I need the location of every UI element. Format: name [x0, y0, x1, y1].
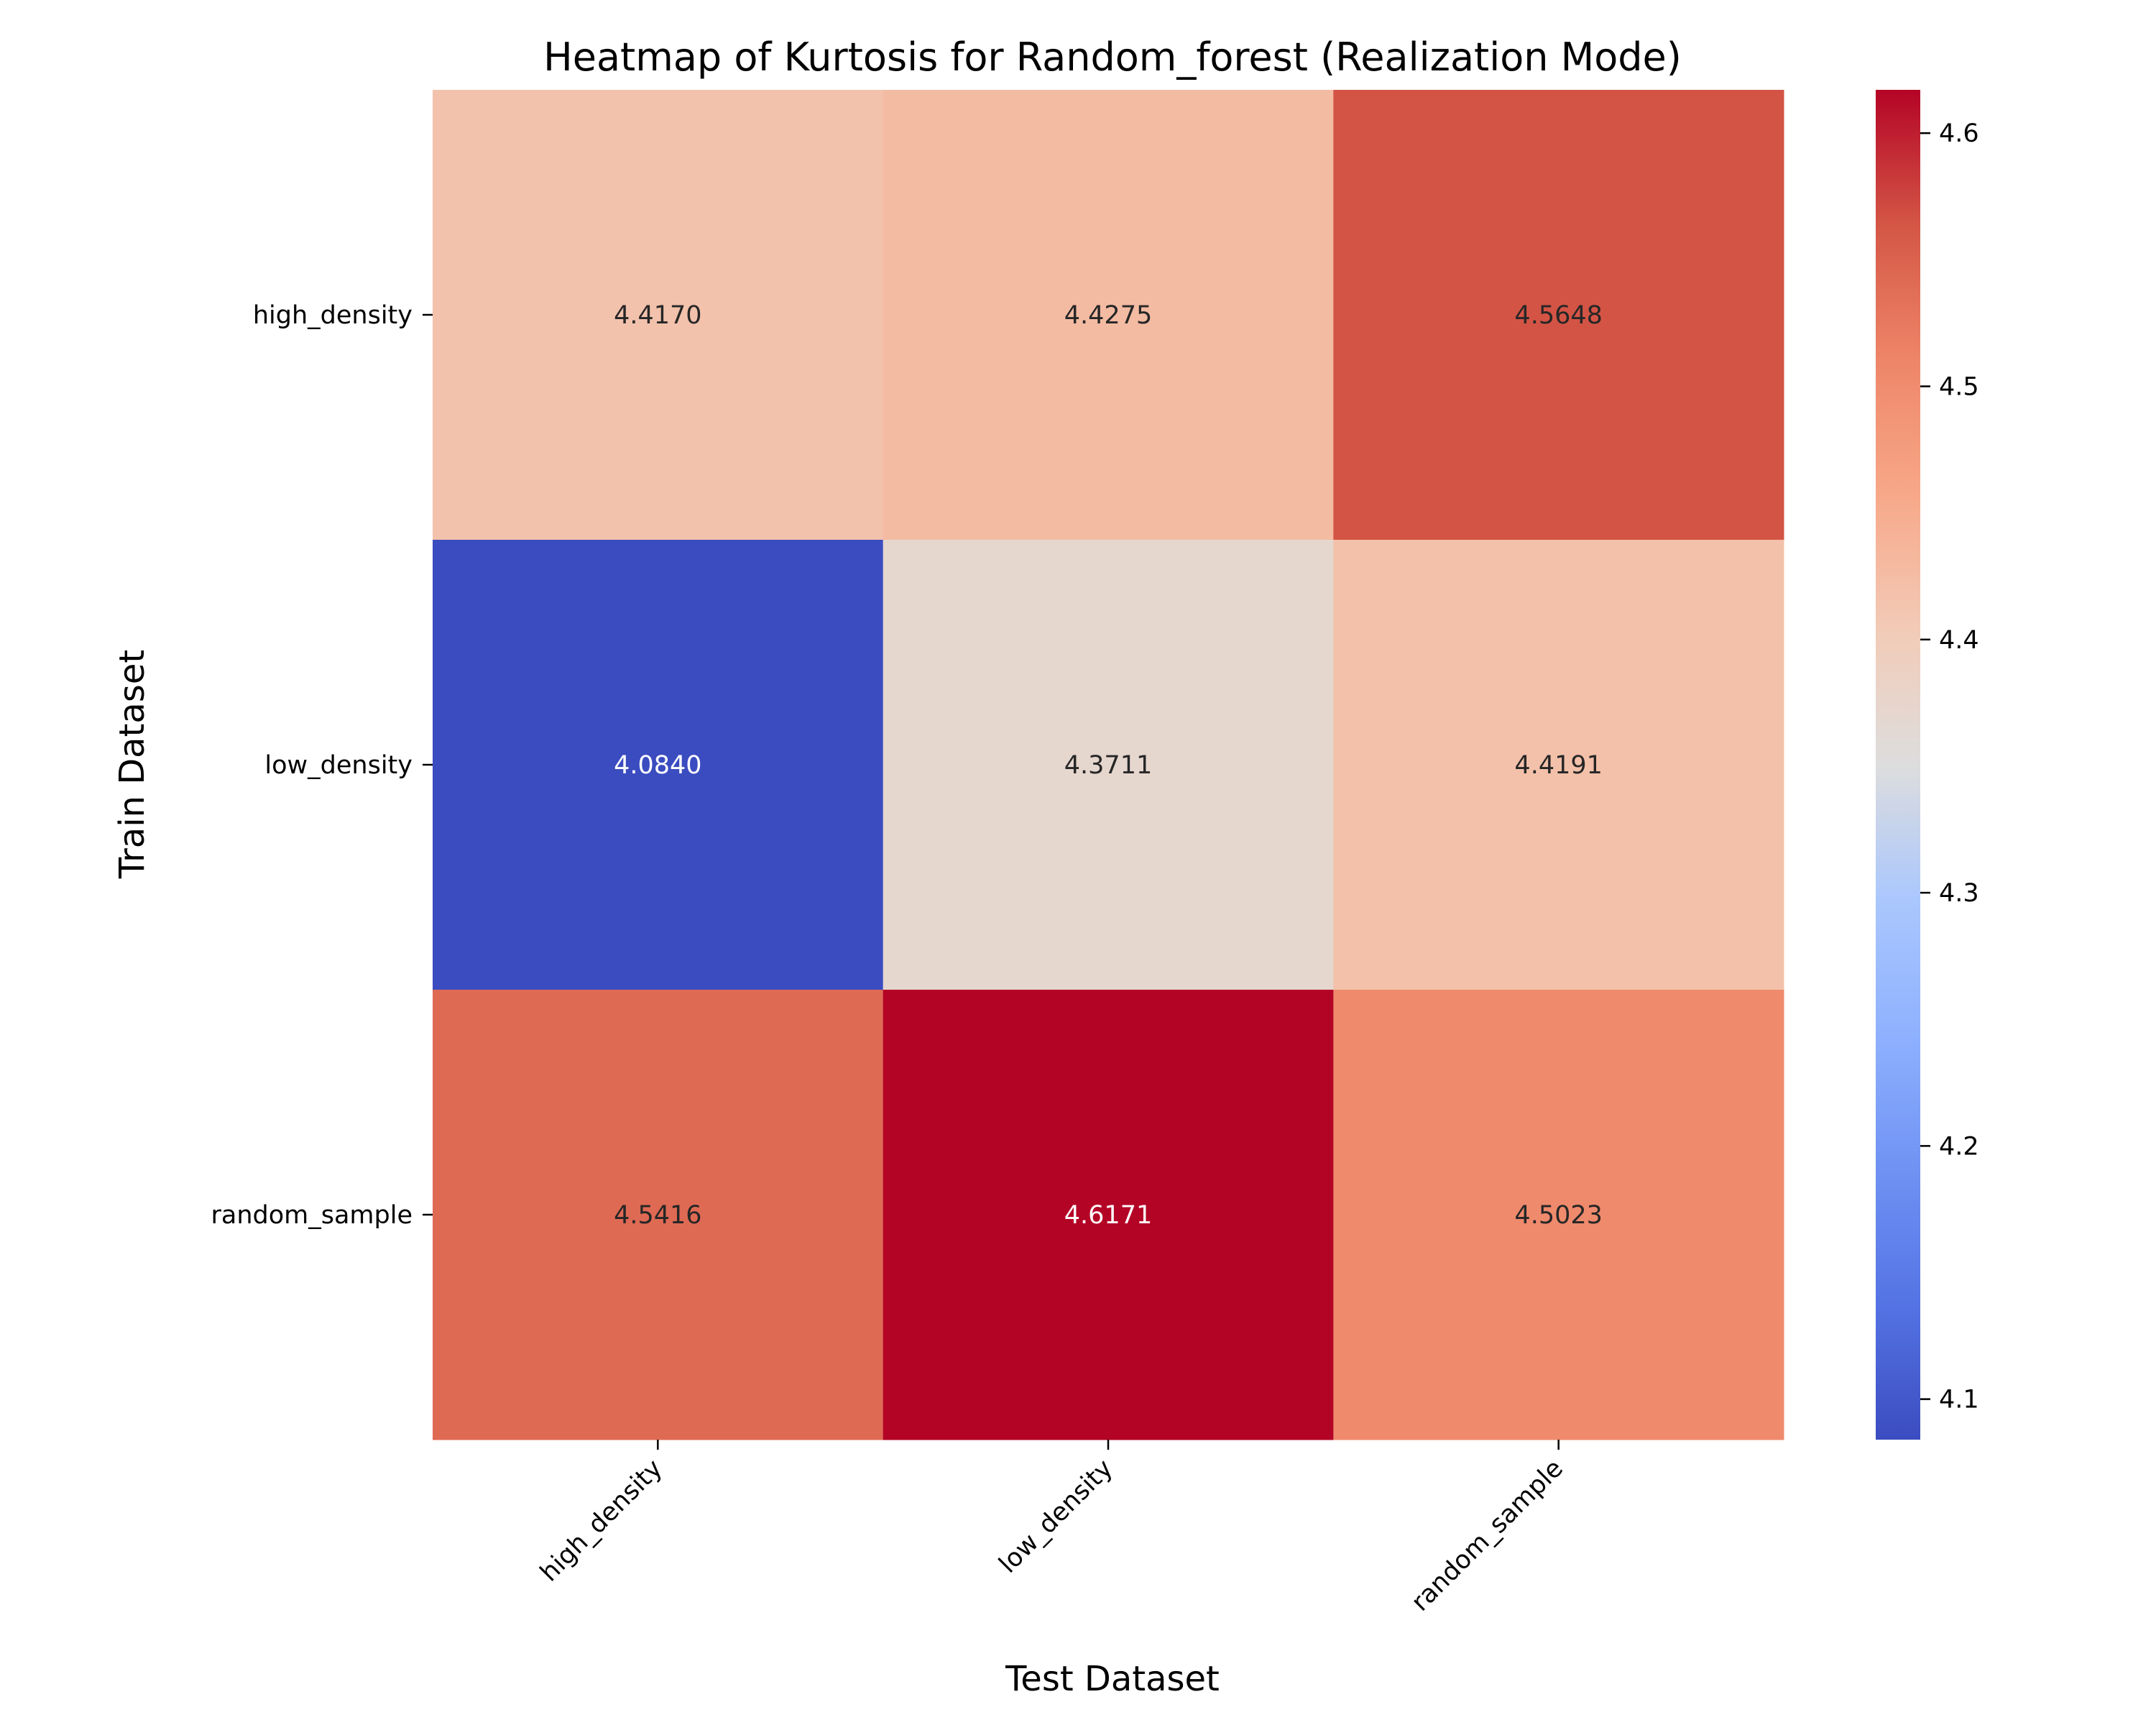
y-tick-label: random_sample	[211, 1201, 413, 1230]
cell-value-label: 4.4191	[1514, 751, 1602, 780]
heatmap-cell	[433, 90, 884, 540]
heatmap-cell	[883, 990, 1334, 1440]
y-tick-label: high_density	[253, 301, 413, 330]
colorbar-tick-label: 4.2	[1939, 1132, 1979, 1161]
x-tick-label: random_sample	[1406, 1454, 1569, 1617]
colorbar-tick-label: 4.1	[1939, 1386, 1979, 1414]
heatmap-cell	[883, 540, 1334, 990]
x-axis-title: Test Dataset	[1005, 1659, 1220, 1699]
y-axis-title: Train Dataset	[112, 650, 152, 879]
heatmap-cell	[1333, 90, 1784, 540]
cell-value-label: 4.4275	[1064, 301, 1152, 330]
chart-title: Heatmap of Kurtosis for Random_forest (R…	[543, 34, 1682, 80]
cell-value-label: 4.5648	[1514, 301, 1602, 330]
cell-value-label: 4.0840	[614, 751, 701, 780]
heatmap-cells: 4.4170 4.4275 4.5648 4.0840 4.3711 4.4191 4.54…	[433, 90, 1784, 1440]
heatmap-cell	[433, 540, 884, 990]
cell-value-label: 4.6171	[1064, 1201, 1152, 1230]
colorbar	[1876, 90, 1920, 1440]
x-tick-label: low_density	[994, 1454, 1119, 1579]
colorbar-tick-label: 4.5	[1939, 373, 1979, 402]
heatmap-cell	[1333, 990, 1784, 1440]
colorbar-tick-label: 4.4	[1939, 626, 1979, 655]
heatmap-cell	[883, 90, 1334, 540]
y-axis-ticks: high_density low_density random_sample	[211, 301, 433, 1230]
cell-value-label: 4.5023	[1514, 1201, 1602, 1230]
colorbar-tick-label: 4.3	[1939, 879, 1979, 908]
cell-value-label: 4.5416	[614, 1201, 701, 1230]
x-tick-label: high_density	[535, 1454, 668, 1587]
heatmap-cell	[433, 990, 884, 1440]
x-axis-ticks: high_density low_density random_sample	[535, 1440, 1569, 1617]
heatmap-cell	[1333, 540, 1784, 990]
y-tick-label: low_density	[264, 751, 413, 780]
colorbar-tick-label: 4.6	[1939, 119, 1979, 148]
cell-value-label: 4.3711	[1064, 751, 1152, 780]
colorbar-ticks: 4.1 4.2 4.3 4.4 4.5 4.6	[1920, 119, 1979, 1414]
cell-value-label: 4.4170	[614, 301, 701, 330]
